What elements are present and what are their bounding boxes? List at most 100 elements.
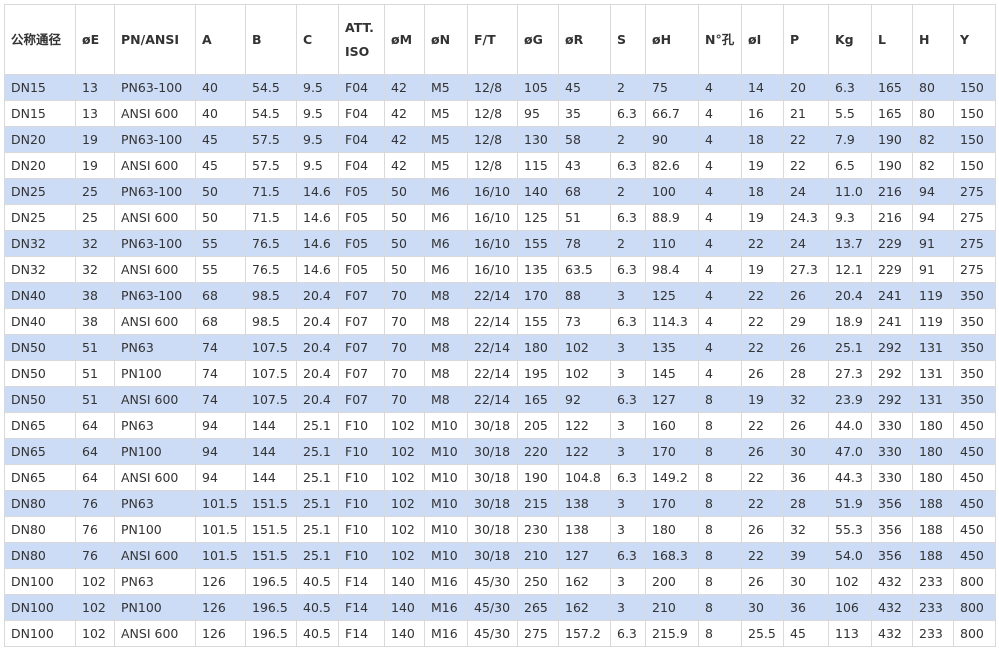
- table-cell: ANSI 600: [114, 386, 196, 413]
- table-cell: DN80: [4, 542, 76, 569]
- table-cell: ANSI 600: [114, 204, 196, 231]
- table-cell: ANSI 600: [114, 256, 196, 283]
- table-cell: 24.3: [783, 204, 829, 231]
- table-cell: F07: [338, 386, 385, 413]
- table-cell: 190: [871, 152, 913, 179]
- table-cell: 102: [384, 438, 425, 465]
- table-cell: 330: [871, 412, 913, 439]
- table-cell: 25.1: [296, 542, 339, 569]
- table-cell: 25: [75, 178, 115, 205]
- table-cell: 350: [953, 282, 996, 309]
- table-cell: 292: [871, 386, 913, 413]
- table-cell: DN32: [4, 230, 76, 257]
- table-cell: 125: [517, 204, 559, 231]
- table-cell: 8: [698, 516, 742, 543]
- table-cell: 70: [384, 334, 425, 361]
- header-cell: ATT. ISO: [338, 4, 385, 75]
- table-cell: 42: [384, 152, 425, 179]
- table-cell: 107.5: [245, 334, 297, 361]
- table-cell: 356: [871, 516, 913, 543]
- table-cell: 356: [871, 490, 913, 517]
- table-cell: 233: [912, 594, 954, 621]
- table-cell: 14.6: [296, 178, 339, 205]
- table-cell: 13: [75, 74, 115, 101]
- header-cell: øI: [741, 4, 784, 75]
- table-cell: 210: [517, 542, 559, 569]
- table-cell: 4: [698, 256, 742, 283]
- table-cell: 80: [912, 100, 954, 127]
- table-cell: 150: [953, 100, 996, 127]
- table-cell: 78: [558, 230, 611, 257]
- table-cell: 144: [245, 464, 297, 491]
- table-cell: 30/18: [467, 542, 518, 569]
- table-cell: M5: [424, 152, 468, 179]
- table-cell: 51: [75, 386, 115, 413]
- table-cell: 196.5: [245, 620, 297, 647]
- table-cell: PN63: [114, 412, 196, 439]
- header-cell: C: [296, 4, 339, 75]
- table-cell: 131: [912, 386, 954, 413]
- table-cell: 26: [783, 334, 829, 361]
- table-cell: 4: [698, 282, 742, 309]
- table-cell: 50: [384, 230, 425, 257]
- table-cell: 8: [698, 568, 742, 595]
- table-cell: 90: [645, 126, 699, 153]
- table-cell: 45: [558, 74, 611, 101]
- table-cell: 450: [953, 516, 996, 543]
- table-cell: 26: [741, 438, 784, 465]
- table-cell: 275: [953, 178, 996, 205]
- table-cell: 102: [384, 412, 425, 439]
- table-cell: 140: [384, 620, 425, 647]
- table-cell: 91: [912, 256, 954, 283]
- table-cell: 19: [741, 256, 784, 283]
- table-cell: 25.1: [296, 516, 339, 543]
- table-cell: 22/14: [467, 308, 518, 335]
- table-cell: 190: [517, 464, 559, 491]
- table-cell: 68: [558, 178, 611, 205]
- table-cell: 19: [741, 204, 784, 231]
- table-cell: 14: [741, 74, 784, 101]
- table-cell: 102: [558, 360, 611, 387]
- table-cell: 38: [75, 282, 115, 309]
- table-cell: 180: [912, 412, 954, 439]
- table-cell: M6: [424, 204, 468, 231]
- header-cell: A: [195, 4, 246, 75]
- table-cell: DN50: [4, 386, 76, 413]
- table-cell: 54.5: [245, 100, 297, 127]
- table-cell: 107.5: [245, 360, 297, 387]
- table-cell: 20.4: [296, 386, 339, 413]
- table-cell: M6: [424, 256, 468, 283]
- table-cell: 36: [783, 464, 829, 491]
- table-cell: 26: [783, 282, 829, 309]
- table-cell: 50: [195, 204, 246, 231]
- table-cell: 32: [75, 256, 115, 283]
- table-cell: 162: [558, 568, 611, 595]
- table-cell: 233: [912, 620, 954, 647]
- table-cell: 50: [384, 204, 425, 231]
- table-cell: 4: [698, 74, 742, 101]
- table-cell: 26: [741, 360, 784, 387]
- table-cell: DN65: [4, 464, 76, 491]
- table-cell: 180: [517, 334, 559, 361]
- table-cell: M16: [424, 620, 468, 647]
- table-cell: 75: [645, 74, 699, 101]
- table-cell: 155: [517, 308, 559, 335]
- table-cell: 130: [517, 126, 559, 153]
- table-cell: 160: [645, 412, 699, 439]
- table-cell: 47.0: [828, 438, 872, 465]
- table-row: DN50 51 PN63 74 107.5 20.4 F07 70 M8 22/14 180 102 3…: [4, 334, 996, 361]
- table-cell: 22: [741, 308, 784, 335]
- table-row: DN25 25 PN63-100 50 71.5 14.6 F05 50 M6 16/10 140 6…: [4, 178, 996, 205]
- table-cell: M8: [424, 386, 468, 413]
- table-cell: 45/30: [467, 594, 518, 621]
- table-cell: 151.5: [245, 516, 297, 543]
- table-cell: 80: [912, 74, 954, 101]
- table-cell: 6.3: [610, 100, 646, 127]
- table-cell: 200: [645, 568, 699, 595]
- table-cell: 20.4: [296, 360, 339, 387]
- table-cell: 145: [645, 360, 699, 387]
- table-cell: 126: [195, 594, 246, 621]
- table-cell: 35: [558, 100, 611, 127]
- table-cell: 4: [698, 230, 742, 257]
